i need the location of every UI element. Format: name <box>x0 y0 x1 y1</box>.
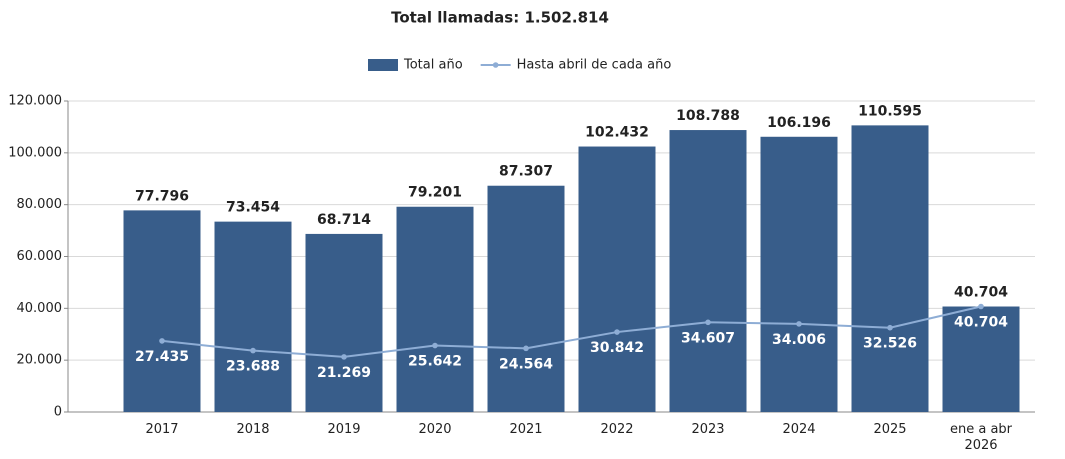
y-tick-label: 20.000 <box>17 353 63 368</box>
line-label: 21.269 <box>317 365 371 381</box>
bar-label: 68.714 <box>317 212 371 228</box>
x-tick-label-box: 2022 <box>600 422 634 437</box>
bar-label: 108.788 <box>676 108 740 124</box>
x-tick-label-box: 2025 <box>873 422 907 437</box>
y-tick-label: 60.000 <box>17 249 63 264</box>
line-label: 32.526 <box>863 336 917 352</box>
bar <box>578 146 656 412</box>
x-tick-label-box: 2018 <box>236 422 270 437</box>
bar-label: 102.432 <box>585 125 649 141</box>
line-point <box>614 329 620 335</box>
bar <box>669 130 747 412</box>
x-tick-label-box: 2024 <box>782 422 816 437</box>
bar-label: 79.201 <box>408 185 462 201</box>
x-tick-label: 2021 <box>509 422 543 437</box>
bar-label: 73.454 <box>226 200 280 216</box>
line-point <box>250 347 256 354</box>
x-tick-label: 2023 <box>691 422 725 437</box>
x-tick-label-box: 2019 <box>327 422 361 437</box>
line-label: 24.564 <box>499 356 553 372</box>
y-tick-label: 0 <box>54 405 62 420</box>
bar <box>305 233 383 412</box>
line-label: 25.642 <box>408 354 462 370</box>
x-tick-label-box: 2020 <box>418 422 452 437</box>
bar <box>942 306 1020 412</box>
bar-label: 87.307 <box>499 164 553 180</box>
line-point <box>159 338 165 344</box>
legend-swatch <box>368 59 398 71</box>
line-label: 23.688 <box>226 359 280 375</box>
bar-label: 106.196 <box>767 115 831 131</box>
x-tick-label-box: 2023 <box>691 422 725 437</box>
x-tick-label: 2019 <box>327 422 361 437</box>
line-point <box>341 354 347 360</box>
bar <box>396 206 474 412</box>
legend-label: Hasta abril de cada año <box>517 58 672 73</box>
line-point <box>432 342 438 349</box>
legend-label: Total año <box>403 58 463 73</box>
y-tick-label: 120.000 <box>8 94 62 109</box>
bar <box>760 136 838 412</box>
line-label: 34.006 <box>772 332 826 348</box>
line <box>161 305 982 358</box>
line-point <box>978 303 984 310</box>
line-label: 27.435 <box>135 349 189 365</box>
line-point <box>796 321 802 327</box>
chart-title: Total llamadas: 1.502.814 <box>391 9 609 27</box>
bar-label: 77.796 <box>135 188 189 204</box>
x-tick-label: 2022 <box>600 422 634 437</box>
x-tick-label: ene a abr 2026 <box>949 422 1013 453</box>
x-tick-label: 2017 <box>145 422 179 437</box>
y-tick-label: 80.000 <box>17 197 63 212</box>
x-tick-label-box: 2017 <box>145 422 179 437</box>
line-point <box>523 345 529 352</box>
y-tick-label: 40.000 <box>17 301 63 316</box>
bar <box>851 125 929 412</box>
bar <box>487 185 565 412</box>
line-point <box>705 319 711 326</box>
x-tick-label-box: 2021 <box>509 422 543 437</box>
y-tick-label: 100.000 <box>8 145 62 160</box>
x-tick-label: 2020 <box>418 422 452 437</box>
bar-label: 40.704 <box>954 285 1008 301</box>
line-point <box>887 324 893 331</box>
legend-swatch-point <box>492 62 499 68</box>
bar-label: 110.595 <box>858 103 922 119</box>
bar <box>123 210 201 412</box>
x-tick-label: 2018 <box>236 422 270 437</box>
line-label: 34.607 <box>681 330 735 346</box>
line-label: 30.842 <box>590 340 644 356</box>
x-tick-label: 2024 <box>782 422 816 437</box>
x-tick-label-box: ene a abr 2026 <box>949 422 1013 453</box>
x-tick-label: 2025 <box>873 422 907 437</box>
line-label: 40.704 <box>954 315 1008 331</box>
bar <box>214 221 292 412</box>
